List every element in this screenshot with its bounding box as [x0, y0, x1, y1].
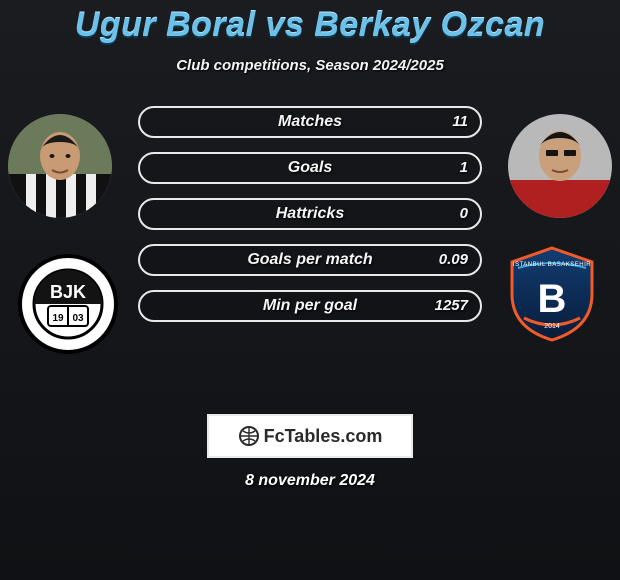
basaksehir-badge-icon: ISTANBUL BASAKSEHIR B 2014	[502, 244, 602, 344]
player-left-avatar	[8, 114, 112, 218]
club-left-badge: BJK 19 03	[18, 254, 118, 354]
stat-right-value: 11	[452, 108, 468, 136]
player-right-silhouette-icon	[508, 114, 612, 218]
svg-text:BJK: BJK	[50, 282, 86, 302]
stat-right-value: 1	[460, 154, 468, 182]
page-title: Ugur Boral vs Berkay Ozcan	[0, 0, 620, 45]
fctables-watermark: FcTables.com	[207, 414, 413, 458]
subtitle: Club competitions, Season 2024/2025	[0, 57, 620, 74]
stat-row: Min per goal 1257	[138, 290, 482, 322]
stat-row: Hattricks 0	[138, 198, 482, 230]
stat-pill-list: Matches 11 Goals 1 Hattricks 0 Goals per…	[138, 106, 482, 336]
stat-label: Matches	[140, 108, 480, 136]
comparison-stage: BJK 19 03 ISTANBUL BASAKSEHIR B 2014	[0, 94, 620, 394]
club-right-badge: ISTANBUL BASAKSEHIR B 2014	[502, 244, 602, 344]
besiktas-badge-icon: BJK 19 03	[18, 254, 118, 354]
stat-label: Hattricks	[140, 200, 480, 228]
stat-label: Min per goal	[140, 292, 480, 320]
player-left-silhouette-icon	[8, 114, 112, 218]
date-label: 8 november 2024	[0, 472, 620, 490]
svg-text:2014: 2014	[544, 323, 560, 330]
svg-text:B: B	[538, 277, 567, 321]
svg-text:03: 03	[72, 313, 84, 324]
stat-row: Goals per match 0.09	[138, 244, 482, 276]
fctables-logo-icon	[238, 425, 260, 447]
stat-right-value: 0	[460, 200, 468, 228]
fctables-logo-text: FcTables.com	[264, 426, 383, 447]
stat-row: Goals 1	[138, 152, 482, 184]
stat-label: Goals	[140, 154, 480, 182]
stat-right-value: 0.09	[439, 246, 468, 274]
stat-label: Goals per match	[140, 246, 480, 274]
svg-text:ISTANBUL BASAKSEHIR: ISTANBUL BASAKSEHIR	[513, 262, 591, 268]
svg-text:19: 19	[52, 313, 64, 324]
stat-right-value: 1257	[435, 292, 468, 320]
player-right-avatar	[508, 114, 612, 218]
stat-row: Matches 11	[138, 106, 482, 138]
